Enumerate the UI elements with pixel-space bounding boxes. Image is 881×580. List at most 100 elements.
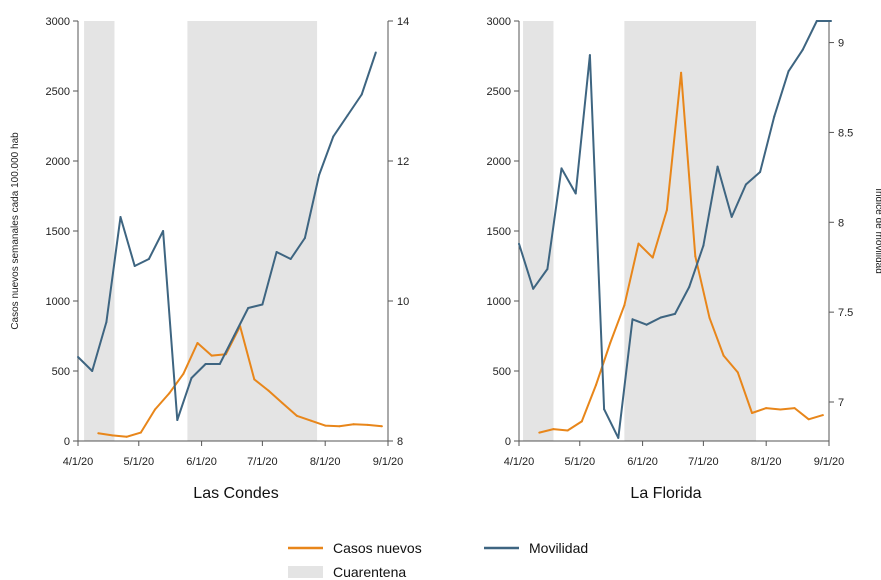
cases-data-point xyxy=(736,371,739,374)
y-left-tick-label: 2000 xyxy=(487,156,511,168)
mobility-data-point xyxy=(176,419,179,421)
cases-data-point xyxy=(310,419,312,422)
mobility-data-point xyxy=(77,356,79,358)
quarantine-band-2 xyxy=(187,21,318,441)
x-tick-label: 9/1/20 xyxy=(373,456,404,468)
mobility-data-point xyxy=(588,54,591,57)
x-tick-label: 6/1/20 xyxy=(627,456,658,468)
mobility-data-point xyxy=(233,335,235,337)
mobility-data-point xyxy=(631,318,634,321)
mobility-data-point xyxy=(360,93,363,96)
cases-data-point xyxy=(139,431,142,434)
cases-data-point xyxy=(324,424,327,427)
x-tick-label: 5/1/20 xyxy=(123,456,154,468)
mobility-data-point xyxy=(659,316,662,319)
cases-data-point xyxy=(182,372,185,375)
mobility-data-point xyxy=(815,20,818,22)
cases-data-point xyxy=(338,425,341,428)
y-right-tick-label: 12 xyxy=(397,156,409,168)
cases-data-point xyxy=(793,407,796,410)
cases-data-point xyxy=(154,408,156,411)
mobility-data-point xyxy=(190,377,193,379)
cases-data-point xyxy=(595,384,597,386)
mobility-data-point xyxy=(787,70,790,73)
cases-data-point xyxy=(779,408,782,411)
mobility-series-line xyxy=(77,52,377,421)
y-left-tick-label: 500 xyxy=(52,366,70,378)
mobility-data-point xyxy=(603,408,606,411)
mobility-data-point xyxy=(275,251,278,253)
quarantine-band-1 xyxy=(523,21,554,441)
cases-data-point xyxy=(751,412,753,414)
cases-data-point xyxy=(821,414,824,417)
cases-data-point xyxy=(807,418,810,421)
legend: Casos nuevos Movilidad Cuarentena xyxy=(288,540,588,580)
quarantine-band-2 xyxy=(624,21,757,441)
y-right-axis-label: Indice de movilidad xyxy=(873,188,881,274)
x-tick-label: 8/1/20 xyxy=(310,456,341,468)
mobility-data-point xyxy=(218,363,221,365)
mobility-data-point xyxy=(744,183,747,186)
mobility-data-point xyxy=(645,323,648,326)
y-left-tick-label: 1000 xyxy=(487,296,511,308)
y-right-tick-label: 9 xyxy=(838,38,844,50)
y-right-tick-label: 14 xyxy=(397,16,409,28)
mobility-data-point xyxy=(773,115,776,118)
y-right-tick-label: 10 xyxy=(397,296,409,308)
mobility-data-point xyxy=(702,244,705,247)
cases-data-point xyxy=(111,434,114,437)
mobility-data-point xyxy=(318,174,321,176)
cases-data-point xyxy=(722,354,725,357)
mobility-data-point xyxy=(346,114,349,117)
mobility-data-point xyxy=(147,258,150,260)
cases-data-point xyxy=(680,71,683,74)
cases-data-point xyxy=(281,402,284,405)
mobility-data-point xyxy=(133,265,136,267)
cases-data-point xyxy=(125,435,128,438)
x-tick-label: 7/1/20 xyxy=(688,456,719,468)
cases-data-point xyxy=(651,256,654,259)
mobility-data-point xyxy=(105,321,108,323)
cases-data-point xyxy=(366,423,369,426)
cases-data-point xyxy=(665,209,668,211)
mobility-data-point xyxy=(759,171,762,173)
mobility-data-point xyxy=(688,286,691,288)
mobility-data-point xyxy=(332,135,335,138)
mobility-data-point xyxy=(374,51,377,54)
y-left-tick-label: 1500 xyxy=(487,226,511,238)
x-tick-label: 8/1/20 xyxy=(751,456,782,468)
panel-la-florida: 0 500 1000 1500 2000 2500 3000 7 7.5 8 8.5 9 4/1/20 5… xyxy=(487,16,881,502)
mobility-data-point xyxy=(716,165,719,168)
y-left-tick-label: 1500 xyxy=(46,226,70,238)
y-left-tick-label: 2500 xyxy=(46,86,70,98)
cases-data-point xyxy=(765,407,768,410)
cases-data-point xyxy=(538,431,541,434)
y-left-axis-label: Casos nuevos semanales cada 100.000 hab xyxy=(10,132,21,330)
legend-quarantine-label: Cuarentena xyxy=(333,564,406,580)
cases-data-point xyxy=(552,428,555,431)
y-right-tick-label: 7.5 xyxy=(838,307,853,319)
cases-data-point xyxy=(267,389,270,392)
x-tick-label: 5/1/20 xyxy=(564,456,595,468)
mobility-data-point xyxy=(574,192,577,195)
cases-data-point xyxy=(580,420,583,423)
y-left-tick-label: 2000 xyxy=(46,156,70,168)
x-tick-label: 4/1/20 xyxy=(504,456,535,468)
x-tick-label: 7/1/20 xyxy=(247,456,278,468)
y-left-tick-label: 0 xyxy=(64,436,70,448)
y-left-tick-label: 1000 xyxy=(46,296,70,308)
mobility-data-point xyxy=(674,312,676,315)
x-tick-label: 9/1/20 xyxy=(814,456,845,468)
quarantine-band-1 xyxy=(84,21,115,441)
y-left-tick-label: 3000 xyxy=(46,16,70,28)
cases-data-point xyxy=(637,242,640,245)
cases-data-point xyxy=(97,432,100,435)
cases-data-point xyxy=(609,342,612,344)
mobility-data-point xyxy=(560,167,563,170)
mobility-data-point xyxy=(617,436,620,439)
panel-las-condes: 0 500 1000 1500 2000 2500 3000 8 10 12 14 4/1/20 5/1… xyxy=(10,16,409,502)
mobility-data-point xyxy=(730,215,733,218)
y-left-tick-label: 0 xyxy=(505,436,511,448)
mobility-data-point xyxy=(261,303,264,306)
